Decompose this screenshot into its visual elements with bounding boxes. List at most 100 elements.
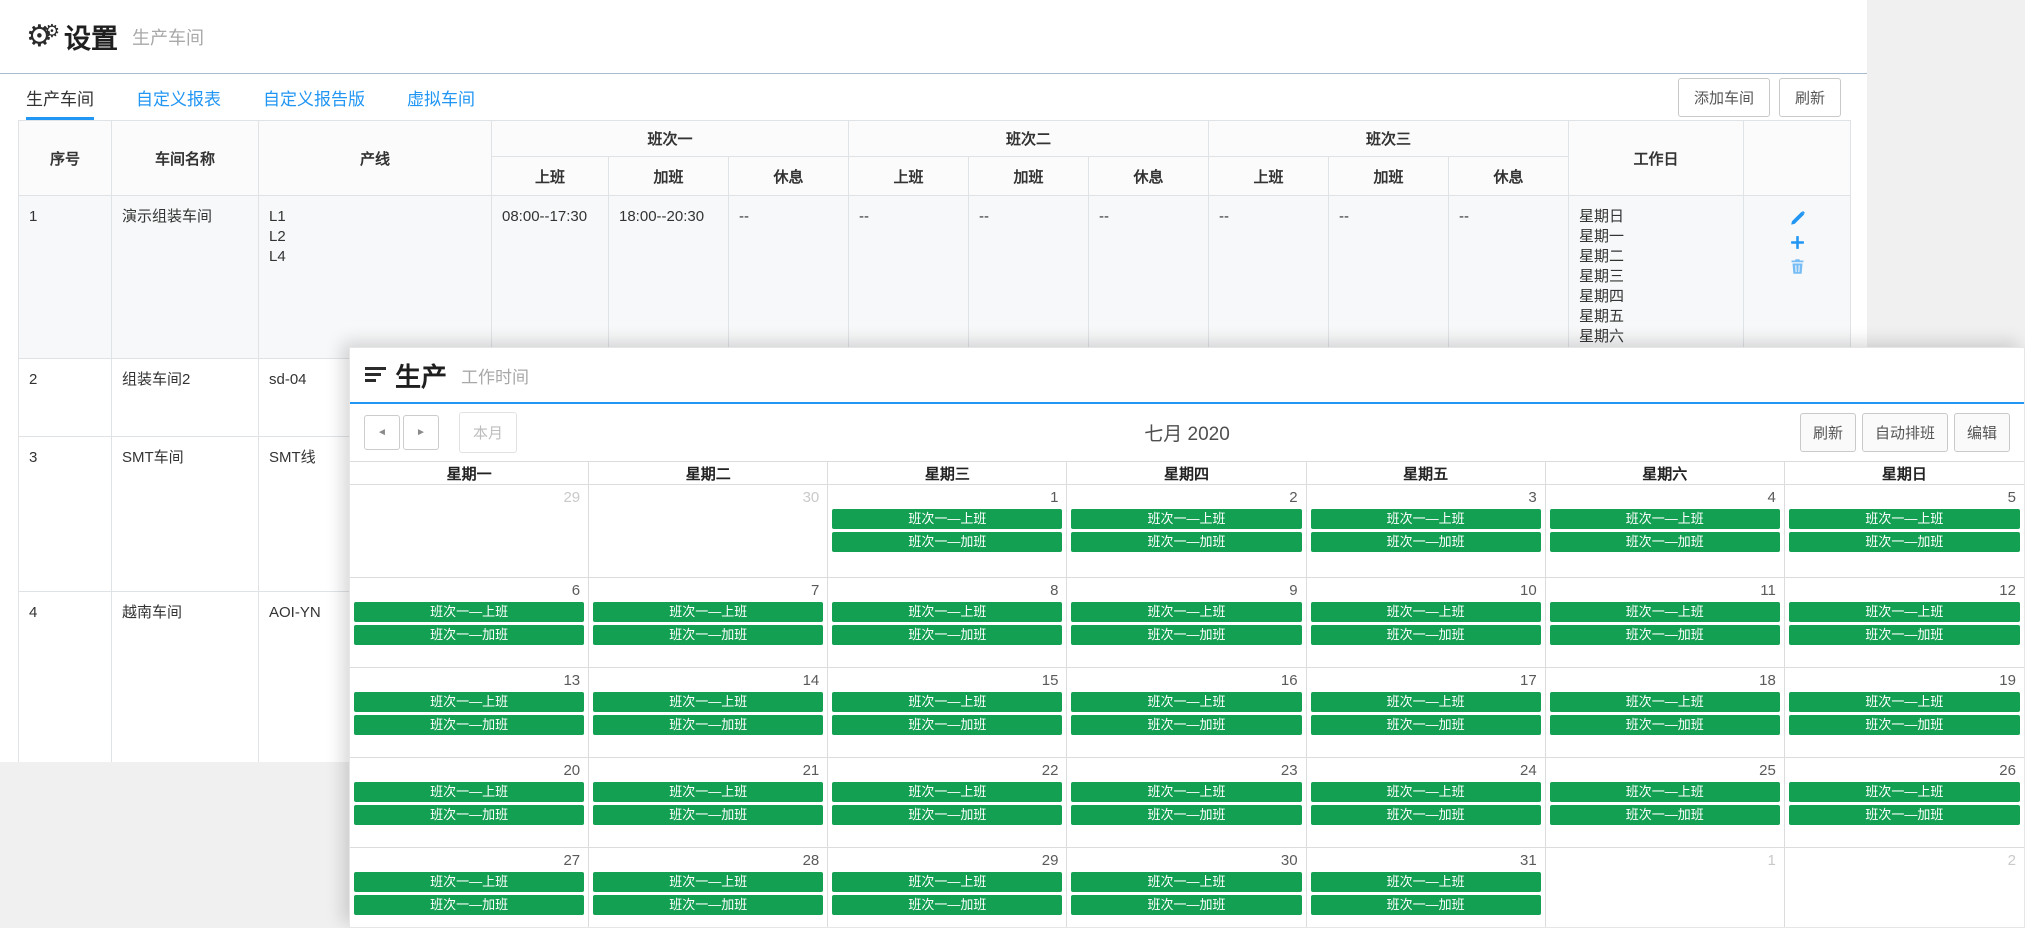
shift-overtime-bar[interactable]: 班次一—加班 xyxy=(354,805,584,825)
shift-work-bar[interactable]: 班次一—上班 xyxy=(354,692,584,712)
shift-work-bar[interactable]: 班次一—上班 xyxy=(832,692,1062,712)
shift-overtime-bar[interactable]: 班次一—加班 xyxy=(354,715,584,735)
shift-overtime-bar[interactable]: 班次一—加班 xyxy=(1789,715,2020,735)
shift-work-bar[interactable]: 班次一—上班 xyxy=(1311,782,1541,802)
calendar-day-cell[interactable]: 5班次一—上班班次一—加班 xyxy=(1785,485,2024,578)
shift-work-bar[interactable]: 班次一—上班 xyxy=(354,602,584,622)
shift-work-bar[interactable]: 班次一—上班 xyxy=(1071,692,1301,712)
shift-work-bar[interactable]: 班次一—上班 xyxy=(1550,509,1780,529)
shift-overtime-bar[interactable]: 班次一—加班 xyxy=(1071,532,1301,552)
calendar-day-cell[interactable]: 30 xyxy=(589,485,828,578)
shift-overtime-bar[interactable]: 班次一—加班 xyxy=(1550,715,1780,735)
shift-work-bar[interactable]: 班次一—上班 xyxy=(1071,872,1301,892)
shift-work-bar[interactable]: 班次一—上班 xyxy=(1550,692,1780,712)
shift-overtime-bar[interactable]: 班次一—加班 xyxy=(354,895,584,915)
shift-overtime-bar[interactable]: 班次一—加班 xyxy=(1311,805,1541,825)
calendar-day-cell[interactable]: 24班次一—上班班次一—加班 xyxy=(1307,758,1546,848)
shift-work-bar[interactable]: 班次一—上班 xyxy=(1311,692,1541,712)
calendar-day-cell[interactable]: 1 xyxy=(1546,848,1785,928)
shift-overtime-bar[interactable]: 班次一—加班 xyxy=(1311,715,1541,735)
shift-overtime-bar[interactable]: 班次一—加班 xyxy=(832,625,1062,645)
calendar-day-cell[interactable]: 1班次一—上班班次一—加班 xyxy=(828,485,1067,578)
shift-work-bar[interactable]: 班次一—上班 xyxy=(832,782,1062,802)
shift-work-bar[interactable]: 班次一—上班 xyxy=(1071,602,1301,622)
calendar-day-cell[interactable]: 30班次一—上班班次一—加班 xyxy=(1067,848,1306,928)
calendar-day-cell[interactable]: 4班次一—上班班次一—加班 xyxy=(1546,485,1785,578)
shift-work-bar[interactable]: 班次一—上班 xyxy=(1311,509,1541,529)
calendar-day-cell[interactable]: 26班次一—上班班次一—加班 xyxy=(1785,758,2024,848)
calendar-day-cell[interactable]: 3班次一—上班班次一—加班 xyxy=(1307,485,1546,578)
calendar-day-cell[interactable]: 29班次一—上班班次一—加班 xyxy=(828,848,1067,928)
shift-overtime-bar[interactable]: 班次一—加班 xyxy=(1789,625,2020,645)
calendar-day-cell[interactable]: 29 xyxy=(350,485,589,578)
calendar-day-cell[interactable]: 22班次一—上班班次一—加班 xyxy=(828,758,1067,848)
shift-overtime-bar[interactable]: 班次一—加班 xyxy=(1789,532,2020,552)
plus-icon[interactable] xyxy=(1789,234,1806,251)
calendar-day-cell[interactable]: 6班次一—上班班次一—加班 xyxy=(350,578,589,668)
shift-work-bar[interactable]: 班次一—上班 xyxy=(832,872,1062,892)
calendar-day-cell[interactable]: 25班次一—上班班次一—加班 xyxy=(1546,758,1785,848)
calendar-day-cell[interactable]: 16班次一—上班班次一—加班 xyxy=(1067,668,1306,758)
this-month-button[interactable]: 本月 xyxy=(459,412,517,453)
tab-virtual-workshop[interactable]: 虚拟车间 xyxy=(407,74,475,120)
add-workshop-button[interactable]: 添加车间 xyxy=(1678,78,1770,117)
calendar-day-cell[interactable]: 11班次一—上班班次一—加班 xyxy=(1546,578,1785,668)
shift-overtime-bar[interactable]: 班次一—加班 xyxy=(593,805,823,825)
shift-overtime-bar[interactable]: 班次一—加班 xyxy=(593,625,823,645)
prev-month-button[interactable]: ◄ xyxy=(364,415,400,450)
calendar-day-cell[interactable]: 19班次一—上班班次一—加班 xyxy=(1785,668,2024,758)
shift-work-bar[interactable]: 班次一—上班 xyxy=(593,782,823,802)
shift-work-bar[interactable]: 班次一—上班 xyxy=(354,782,584,802)
calendar-day-cell[interactable]: 18班次一—上班班次一—加班 xyxy=(1546,668,1785,758)
shift-overtime-bar[interactable]: 班次一—加班 xyxy=(832,715,1062,735)
shift-overtime-bar[interactable]: 班次一—加班 xyxy=(1071,625,1301,645)
calendar-day-cell[interactable]: 13班次一—上班班次一—加班 xyxy=(350,668,589,758)
shift-overtime-bar[interactable]: 班次一—加班 xyxy=(1071,715,1301,735)
calendar-day-cell[interactable]: 23班次一—上班班次一—加班 xyxy=(1067,758,1306,848)
shift-work-bar[interactable]: 班次一—上班 xyxy=(593,602,823,622)
shift-work-bar[interactable]: 班次一—上班 xyxy=(1311,872,1541,892)
next-month-button[interactable]: ► xyxy=(403,415,439,450)
calendar-day-cell[interactable]: 20班次一—上班班次一—加班 xyxy=(350,758,589,848)
calendar-day-cell[interactable]: 12班次一—上班班次一—加班 xyxy=(1785,578,2024,668)
shift-work-bar[interactable]: 班次一—上班 xyxy=(832,509,1062,529)
shift-work-bar[interactable]: 班次一—上班 xyxy=(1789,692,2020,712)
shift-overtime-bar[interactable]: 班次一—加班 xyxy=(1311,895,1541,915)
shift-overtime-bar[interactable]: 班次一—加班 xyxy=(1550,625,1780,645)
shift-overtime-bar[interactable]: 班次一—加班 xyxy=(1311,532,1541,552)
shift-overtime-bar[interactable]: 班次一—加班 xyxy=(1550,532,1780,552)
calendar-day-cell[interactable]: 15班次一—上班班次一—加班 xyxy=(828,668,1067,758)
shift-work-bar[interactable]: 班次一—上班 xyxy=(354,872,584,892)
calendar-day-cell[interactable]: 21班次一—上班班次一—加班 xyxy=(589,758,828,848)
tab-custom-report[interactable]: 自定义报表 xyxy=(136,74,221,120)
edit-schedule-button[interactable]: 编辑 xyxy=(1954,413,2010,452)
refresh-workshops-button[interactable]: 刷新 xyxy=(1779,78,1841,117)
shift-work-bar[interactable]: 班次一—上班 xyxy=(832,602,1062,622)
shift-overtime-bar[interactable]: 班次一—加班 xyxy=(1071,805,1301,825)
shift-overtime-bar[interactable]: 班次一—加班 xyxy=(1071,895,1301,915)
shift-work-bar[interactable]: 班次一—上班 xyxy=(1311,602,1541,622)
shift-overtime-bar[interactable]: 班次一—加班 xyxy=(1550,805,1780,825)
shift-overtime-bar[interactable]: 班次一—加班 xyxy=(832,805,1062,825)
shift-work-bar[interactable]: 班次一—上班 xyxy=(593,692,823,712)
calendar-day-cell[interactable]: 31班次一—上班班次一—加班 xyxy=(1307,848,1546,928)
shift-overtime-bar[interactable]: 班次一—加班 xyxy=(832,532,1062,552)
calendar-day-cell[interactable]: 9班次一—上班班次一—加班 xyxy=(1067,578,1306,668)
calendar-day-cell[interactable]: 27班次一—上班班次一—加班 xyxy=(350,848,589,928)
shift-overtime-bar[interactable]: 班次一—加班 xyxy=(593,895,823,915)
shift-overtime-bar[interactable]: 班次一—加班 xyxy=(593,715,823,735)
shift-overtime-bar[interactable]: 班次一—加班 xyxy=(832,895,1062,915)
calendar-day-cell[interactable]: 10班次一—上班班次一—加班 xyxy=(1307,578,1546,668)
calendar-day-cell[interactable]: 14班次一—上班班次一—加班 xyxy=(589,668,828,758)
shift-overtime-bar[interactable]: 班次一—加班 xyxy=(1789,805,2020,825)
shift-work-bar[interactable]: 班次一—上班 xyxy=(1071,509,1301,529)
shift-work-bar[interactable]: 班次一—上班 xyxy=(1789,782,2020,802)
shift-work-bar[interactable]: 班次一—上班 xyxy=(1550,602,1780,622)
shift-work-bar[interactable]: 班次一—上班 xyxy=(1550,782,1780,802)
shift-overtime-bar[interactable]: 班次一—加班 xyxy=(354,625,584,645)
auto-schedule-button[interactable]: 自动排班 xyxy=(1862,413,1948,452)
calendar-day-cell[interactable]: 2 xyxy=(1785,848,2024,928)
tab-production-workshop[interactable]: 生产车间 xyxy=(26,74,94,120)
shift-work-bar[interactable]: 班次一—上班 xyxy=(1071,782,1301,802)
trash-icon[interactable] xyxy=(1789,258,1806,275)
